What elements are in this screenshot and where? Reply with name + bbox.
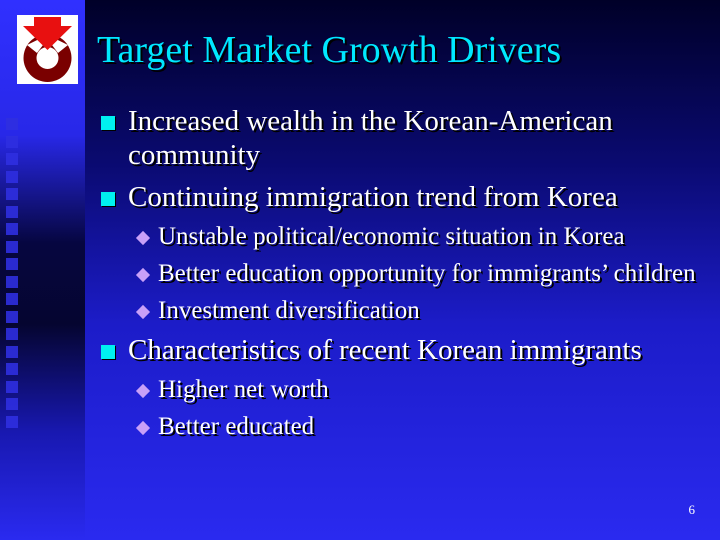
- bullet-text: Continuing immigration trend from Korea: [128, 181, 618, 213]
- decorative-square: [6, 345, 18, 358]
- sub-bullet-item: Investment diversification: [100, 296, 710, 325]
- sub-bullet-text: Unstable political/economic situation in…: [158, 223, 625, 250]
- diamond-bullet-icon: [135, 230, 151, 246]
- sub-bullet-item: Better educated: [100, 412, 710, 441]
- decorative-square: [6, 310, 18, 323]
- sub-bullet-item: Unstable political/economic situation in…: [100, 222, 710, 251]
- square-bullet-icon: [101, 192, 115, 206]
- slide-title: Target Market Growth Drivers: [97, 29, 562, 71]
- page-number: 6: [688, 502, 696, 517]
- decorative-square: [6, 293, 18, 305]
- company-logo: [17, 15, 78, 84]
- decorative-square: [6, 170, 18, 183]
- left-decorative-strip: [0, 0, 85, 540]
- bullet-text: Increased wealth in the Korean-American …: [128, 105, 613, 171]
- sub-bullet-text: Better educated: [158, 413, 315, 440]
- square-bullet-icon: [101, 116, 115, 130]
- decorative-square: [6, 363, 18, 375]
- decorative-square: [6, 258, 18, 270]
- diamond-bullet-icon: [135, 420, 151, 436]
- sub-bullet-text: Better education opportunity for immigra…: [158, 260, 696, 287]
- diamond-bullet-icon: [135, 267, 151, 283]
- bullet-list: Increased wealth in the Korean-American …: [100, 104, 710, 449]
- sub-bullet-text: Higher net worth: [158, 376, 329, 403]
- square-bullet-icon: [101, 345, 115, 359]
- sub-bullet-item: Better education opportunity for immigra…: [100, 259, 710, 288]
- decorative-square: [6, 380, 18, 393]
- decorative-square: [6, 223, 18, 235]
- decorative-square: [6, 240, 18, 253]
- bullet-item: Increased wealth in the Korean-American …: [100, 104, 710, 172]
- decorative-square: [6, 328, 18, 340]
- decorative-squares: [6, 118, 18, 433]
- decorative-square: [6, 188, 18, 200]
- bullet-item: Continuing immigration trend from Korea: [100, 180, 710, 214]
- sub-bullet-text: Investment diversification: [158, 297, 420, 324]
- decorative-square: [6, 398, 18, 410]
- bullet-item: Characteristics of recent Korean immigra…: [100, 333, 710, 367]
- decorative-square: [6, 118, 18, 130]
- decorative-square: [6, 153, 18, 165]
- decorative-square: [6, 275, 18, 288]
- decorative-square: [6, 135, 18, 148]
- sub-bullet-item: Higher net worth: [100, 375, 710, 404]
- decorative-square: [6, 415, 18, 428]
- diamond-bullet-icon: [135, 304, 151, 320]
- bullet-text: Characteristics of recent Korean immigra…: [128, 334, 642, 366]
- decorative-square: [6, 205, 18, 218]
- diamond-bullet-icon: [135, 383, 151, 399]
